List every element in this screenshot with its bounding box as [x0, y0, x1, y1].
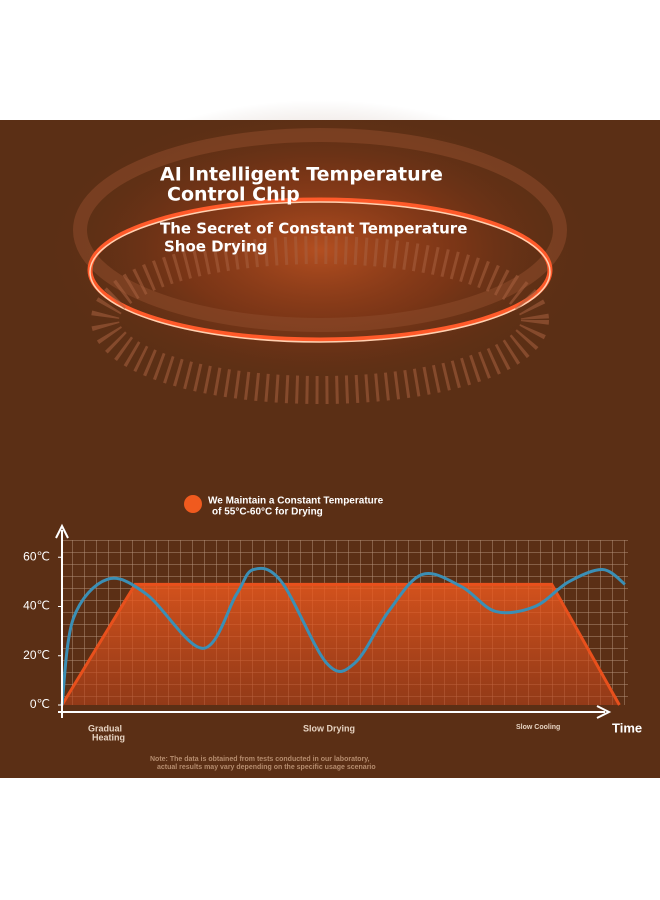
y-axis	[55, 523, 69, 718]
area	[62, 584, 620, 705]
heater-image	[40, 100, 600, 404]
phase-label: Heating	[92, 732, 125, 742]
subtitle-line: Shoe Drying	[164, 238, 267, 256]
y-tick-label: 40℃	[23, 599, 50, 613]
y-tick-label: 20℃	[23, 648, 50, 662]
legend-text: We Maintain a Constant Temperature	[208, 496, 384, 507]
title-line: AI Intelligent Temperature	[160, 164, 443, 186]
x-axis	[58, 705, 612, 719]
x-axis-label: Time	[612, 720, 642, 735]
phase-label: Slow Drying	[303, 723, 355, 733]
y-tick-label: 60℃	[23, 549, 50, 563]
phase-label: Slow Cooling	[516, 724, 560, 731]
legend-text: of 55°C-60°C for Drying	[212, 507, 323, 518]
line	[60, 566, 626, 706]
legend-marker	[184, 495, 202, 513]
title-line: Control Chip	[167, 184, 300, 206]
area-edge	[60, 582, 621, 706]
note-line: actual results may vary depending on the…	[157, 764, 376, 771]
phase-label: Gradual	[88, 723, 122, 733]
subtitle-line: The Secret of Constant Temperature	[160, 220, 467, 238]
y-tick-label: 0℃	[30, 697, 50, 711]
note-line: Note: The data is obtained from tests co…	[150, 756, 370, 763]
